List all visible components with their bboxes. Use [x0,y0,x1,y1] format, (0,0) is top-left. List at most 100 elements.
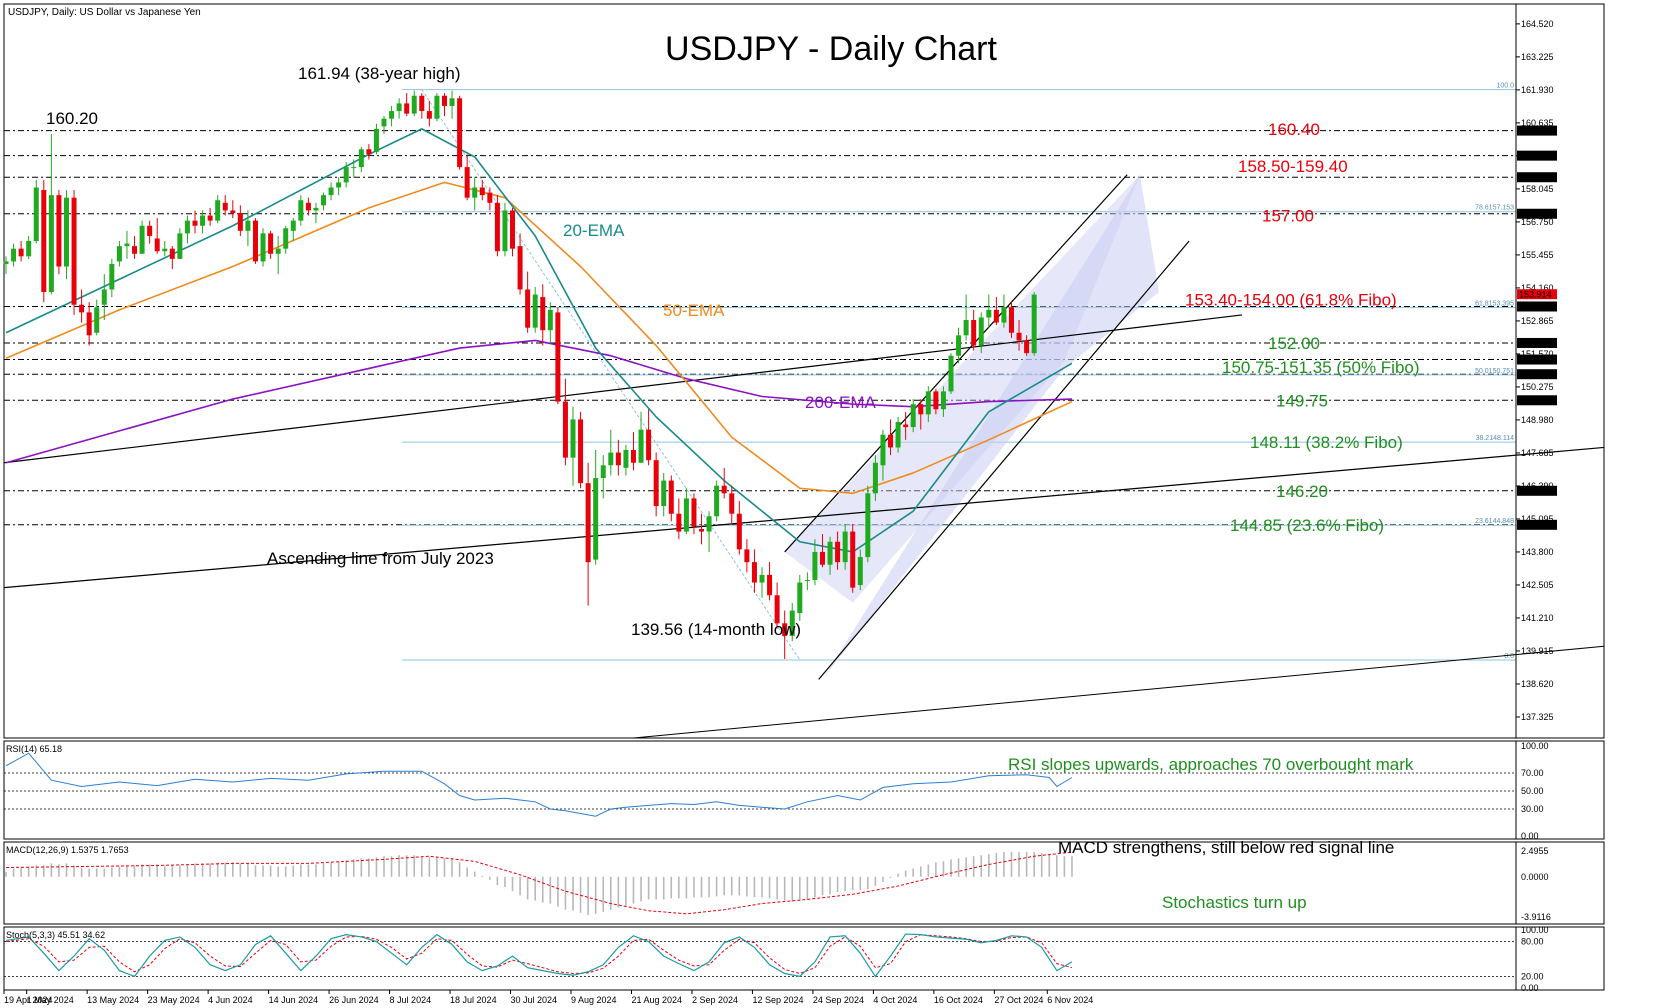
ascending-line-label: Ascending line from July 2023 [267,549,494,568]
candle-body [857,557,863,586]
stoch-axis-label: 20.00 [1521,971,1544,981]
price-tag-label: 160.333 [1519,126,1552,136]
level-lines [4,130,1516,526]
candle-body [963,320,969,336]
candle-body [487,192,493,203]
level-label: 150.75-151.35 (50% Fibo) [1222,358,1420,377]
price-tag-label: 144.865 [1519,520,1552,530]
level-label: 144.85 (23.6% Fibo) [1230,516,1384,535]
candle-body [661,480,667,507]
x-tick-label: 8 Jul 2024 [390,995,432,1005]
price-tag-label: 146.200 [1519,486,1552,496]
ema50-label: 50-EMA [663,301,725,320]
candle-body [812,551,818,580]
candle-body [48,195,54,292]
price-tag-box [1517,150,1557,161]
candle-body [691,498,697,527]
candle-body [1001,307,1007,323]
price-tag-box [1517,172,1557,183]
candle-body [721,485,727,494]
candle-body [101,289,107,305]
candle-body [41,190,47,292]
rsi-label: RSI(14) 65.18 [6,744,62,754]
y-tick-label: 154.160 [1521,283,1554,293]
stoch-axis-label: 80.00 [1521,937,1544,947]
price-tag-label: 149.751 [1519,396,1552,406]
candle-body [245,220,251,231]
y-tick-label: 150.275 [1521,382,1554,392]
y-tick-label: 138.620 [1521,679,1554,689]
candle-body [275,248,281,254]
price-tag-box [1517,369,1557,380]
ascending-line-july-2023 [3,446,1605,589]
candle-body [736,513,742,550]
candle-body [804,579,810,581]
x-tick-label: 4 Oct 2024 [873,995,917,1005]
price-tag-box [1517,395,1557,406]
candle-body [343,167,349,183]
stoch-axis-label: 0.00 [1521,983,1539,993]
level-label: 149.75 [1276,391,1328,410]
price-axis: 164.520163.225161.930160.635159.340158.0… [1515,4,1554,738]
candle-body [124,243,130,247]
x-tick-label: 27 Oct 2024 [994,995,1043,1005]
candle-body [86,312,92,336]
price-tag-box [1517,337,1557,348]
candle-body [351,167,357,169]
symbol-info: USDJPY, Daily: US Dollar vs Japanese Yen [8,7,201,18]
fib-tag: 61.8153.395 [1475,301,1514,308]
candle-body [540,297,546,331]
candle-body [782,623,788,637]
candle-body [744,549,750,563]
y-tick-label: 160.635 [1521,118,1554,128]
candle-body [464,167,470,198]
candle-body [207,215,213,221]
channel-fill [822,174,1159,680]
x-tick-label: 4 Jun 2024 [208,995,253,1005]
candle-body [759,574,765,583]
fib-diagonal [421,89,801,661]
candle-body [56,195,62,267]
price-tag-label: 150.774 [1519,370,1552,380]
candle-body [910,404,916,428]
fib-tag: 0.0 [1504,653,1514,660]
y-tick-label: 139.915 [1521,646,1554,656]
rsi-line [5,752,1073,817]
candle-body [79,304,85,313]
rsi-axis-label: 30.00 [1521,804,1544,814]
candle-body [260,233,266,262]
x-tick-label: 23 May 2024 [148,995,200,1005]
level-labels: 160.40 158.50-159.40 157.00 153.40-154.00 (… [1185,120,1420,535]
candle-body [517,246,523,290]
candle-body [26,241,32,257]
candle-body [147,225,153,236]
candle-body [1016,332,1022,341]
x-tick-label: 9 Aug 2024 [571,995,617,1005]
price-tag-box [1517,208,1557,219]
candle-body [184,220,190,234]
candle-body [305,202,311,211]
level-label: 148.11 (38.2% Fibo) [1250,433,1403,452]
candle-body [1031,294,1037,354]
candle-body [479,187,485,196]
fib-tag: 50.0150.751 [1475,368,1514,375]
candle-body [668,480,674,514]
macd-panel-frame [3,841,1605,925]
y-tick-label: 158.045 [1521,184,1554,194]
candle-body [706,516,712,532]
candle-body [336,182,342,188]
macd-signal-line [5,851,1073,915]
rsi-panel-frame [3,740,1605,840]
ema20-line [5,128,1073,553]
candle-body [547,309,553,331]
channel-upper-line [784,174,1128,553]
candle-body [177,233,183,259]
stochastic-indicator: 100.00 80.00 20.00 0.00 [4,925,1549,993]
y-tick-label: 152.865 [1521,316,1554,326]
candle-body [381,118,387,127]
y-tick-label: 156.750 [1521,217,1554,227]
candle-body [865,493,871,558]
high-label: 161.94 (38-year high) [298,64,461,83]
macd-axis-label: 2.4955 [1521,846,1549,856]
